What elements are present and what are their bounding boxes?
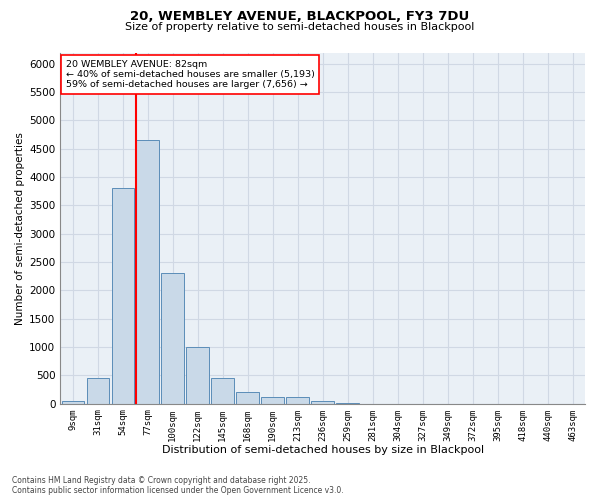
Bar: [211, 378, 234, 404]
Bar: [187, 347, 209, 404]
Y-axis label: Number of semi-detached properties: Number of semi-detached properties: [15, 132, 25, 324]
Bar: [262, 397, 284, 404]
Text: 20 WEMBLEY AVENUE: 82sqm
← 40% of semi-detached houses are smaller (5,193)
59% o: 20 WEMBLEY AVENUE: 82sqm ← 40% of semi-d…: [65, 60, 314, 90]
Bar: [236, 392, 259, 404]
Bar: [286, 398, 309, 404]
Bar: [161, 274, 184, 404]
Bar: [62, 401, 84, 404]
Bar: [86, 378, 109, 404]
Bar: [112, 188, 134, 404]
Text: Size of property relative to semi-detached houses in Blackpool: Size of property relative to semi-detach…: [125, 22, 475, 32]
Text: 20, WEMBLEY AVENUE, BLACKPOOL, FY3 7DU: 20, WEMBLEY AVENUE, BLACKPOOL, FY3 7DU: [130, 10, 470, 23]
Bar: [136, 140, 159, 404]
X-axis label: Distribution of semi-detached houses by size in Blackpool: Distribution of semi-detached houses by …: [161, 445, 484, 455]
Text: Contains HM Land Registry data © Crown copyright and database right 2025.
Contai: Contains HM Land Registry data © Crown c…: [12, 476, 344, 495]
Bar: [311, 400, 334, 404]
